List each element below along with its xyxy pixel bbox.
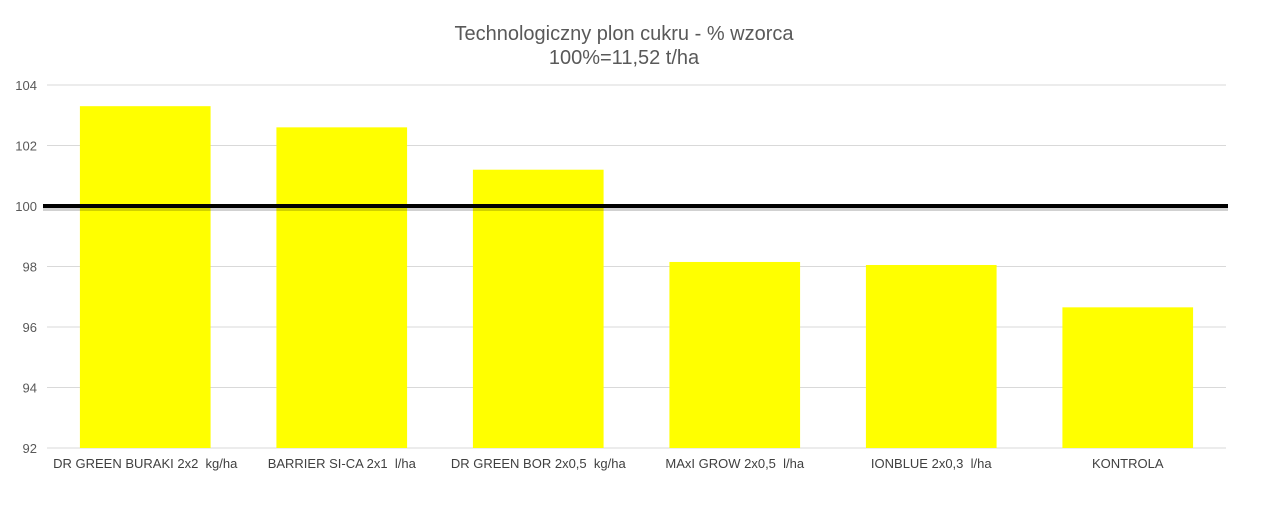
bar: [865, 264, 997, 448]
x-tick-label: BARRIER SI-CA 2x1 l/ha: [268, 456, 417, 471]
bar: [79, 106, 211, 449]
y-tick-layer: 92 94 96 98 100 102 104: [15, 78, 37, 456]
y-tick-label: 92: [23, 441, 37, 456]
x-tick-layer: DR GREEN BURAKI 2x2 kg/ha BARRIER SI-CA 2…: [53, 456, 1164, 471]
x-tick-label: KONTROLA: [1092, 456, 1164, 471]
y-tick-label: 96: [23, 320, 37, 335]
y-tick-label: 98: [23, 260, 37, 275]
chart-title: Technologiczny plon cukru - % wzorca: [454, 23, 794, 45]
bar: [669, 261, 801, 448]
y-tick-label: 100: [15, 199, 37, 214]
x-tick-label: DR GREEN BOR 2x0,5 kg/ha: [451, 456, 627, 471]
x-tick-label: DR GREEN BURAKI 2x2 kg/ha: [53, 456, 238, 471]
y-tick-label: 94: [23, 381, 37, 396]
chart-subtitle: 100%=11,52 t/ha: [549, 47, 700, 69]
y-tick-label: 104: [15, 78, 37, 93]
y-tick-label: 102: [15, 139, 37, 154]
reference-layer: [43, 204, 1228, 211]
grid-layer: [47, 84, 1226, 449]
bar-layer: [79, 106, 1194, 449]
bar: [472, 169, 604, 448]
x-tick-label: IONBLUE 2x0,3 l/ha: [871, 456, 992, 471]
bar: [1062, 307, 1194, 448]
bar: [276, 127, 408, 448]
x-tick-label: MAxI GROW 2x0,5 l/ha: [665, 456, 804, 471]
